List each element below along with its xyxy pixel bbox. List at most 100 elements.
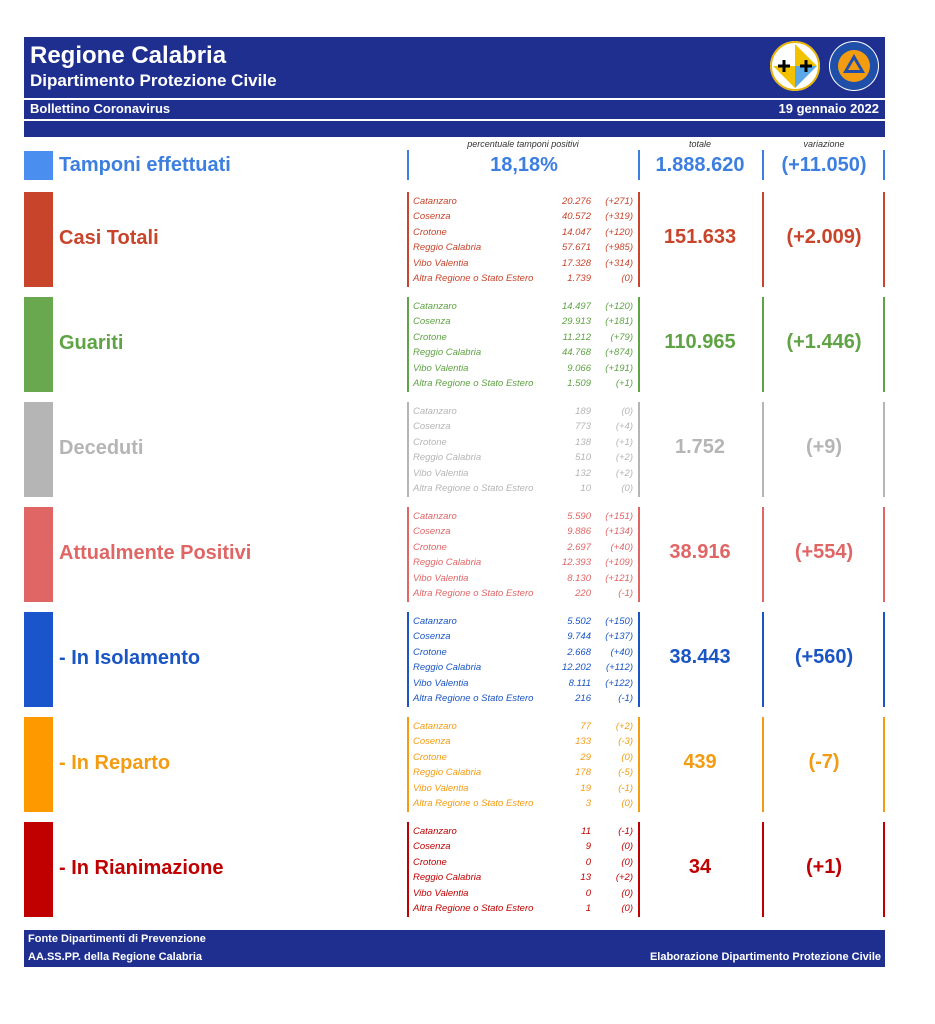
- province-value: 2.668: [567, 646, 591, 658]
- province-value: 189: [575, 406, 591, 417]
- column-separator: [762, 402, 764, 497]
- province-name: Crotone: [413, 856, 447, 868]
- province-value: 14.497: [561, 301, 591, 312]
- province-value: 8.130: [567, 572, 591, 584]
- province-row: Altra Regione o Stato Estero 216 (-1): [413, 691, 637, 706]
- region-title: Regione Calabria: [30, 42, 227, 69]
- total-column-header: totale: [688, 139, 712, 149]
- category-guariti: Guariti Catanzaro 14.497 (+120) Cosenza …: [24, 297, 885, 392]
- province-name: Crotone: [413, 751, 447, 763]
- province-change: (-5): [618, 767, 633, 779]
- province-name: Crotone: [413, 436, 447, 448]
- province-value: 3: [585, 797, 591, 809]
- province-change: (+121): [605, 572, 633, 584]
- category-total: 38.443: [669, 646, 731, 668]
- category-total: 38.916: [669, 541, 731, 563]
- province-value: 44.768: [561, 347, 591, 359]
- province-name: Crotone: [413, 646, 447, 658]
- tamponi-separator: [407, 150, 409, 180]
- province-value: 14.047: [561, 226, 591, 238]
- category-total: 34: [688, 856, 712, 878]
- category-label: - In Reparto: [59, 752, 171, 774]
- calabria-crest-logo: [770, 41, 820, 91]
- province-breakdown: Catanzaro 5.590 (+151) Cosenza 9.886 (+1…: [413, 509, 637, 601]
- column-separator: [883, 297, 885, 392]
- province-name: Reggio Calabria: [413, 452, 482, 464]
- category-total: 1.752: [674, 436, 726, 458]
- province-change: (+137): [605, 631, 633, 643]
- tamponi-color-square: [24, 151, 53, 180]
- tamponi-separator: [762, 150, 764, 180]
- province-row: Reggio Calabria 12.202 (+112): [413, 660, 637, 675]
- category-casi-totali: Casi Totali Catanzaro 20.276 (+271) Cose…: [24, 192, 885, 287]
- category-color-bar: [24, 297, 53, 392]
- column-separator: [883, 192, 885, 287]
- province-change: (-3): [618, 736, 633, 748]
- province-change: (0): [621, 797, 633, 809]
- column-separator: [883, 822, 885, 917]
- category-deceduti: Deceduti Catanzaro 189 (0) Cosenza 773 (…: [24, 402, 885, 497]
- category-change: (+560): [794, 646, 854, 668]
- province-value: 138: [575, 436, 591, 448]
- province-name: Cosenza: [413, 526, 451, 538]
- column-separator: [407, 507, 409, 602]
- province-value: 0: [585, 887, 591, 899]
- column-separator: [407, 612, 409, 707]
- column-separator: [407, 402, 409, 497]
- province-name: Cosenza: [413, 211, 451, 223]
- province-value: 10: [580, 482, 591, 494]
- province-change: (-1): [618, 782, 633, 794]
- category-change: (-7): [808, 751, 840, 773]
- province-row: Cosenza 29.913 (+181): [413, 314, 637, 329]
- province-row: Altra Regione o Stato Estero 10 (0): [413, 481, 637, 496]
- province-value: 29: [580, 751, 591, 763]
- column-separator: [407, 717, 409, 812]
- province-name: Cosenza: [413, 316, 451, 328]
- province-change: (+150): [605, 616, 633, 627]
- province-name: Catanzaro: [413, 721, 457, 732]
- province-name: Altra Regione o Stato Estero: [413, 692, 534, 704]
- province-name: Catanzaro: [413, 301, 457, 312]
- province-value: 5.590: [567, 511, 591, 522]
- province-row: Altra Regione o Stato Estero 220 (-1): [413, 586, 637, 601]
- province-breakdown: Catanzaro 77 (+2) Cosenza 133 (-3) Croto…: [413, 719, 637, 811]
- province-name: Cosenza: [413, 736, 451, 748]
- column-separator: [638, 507, 640, 602]
- category-color-bar: [24, 612, 53, 707]
- column-separator: [638, 822, 640, 917]
- province-value: 19: [580, 782, 591, 794]
- province-name: Crotone: [413, 226, 447, 238]
- province-row: Vibo Valentia 8.111 (+122): [413, 676, 637, 691]
- header-divider: [24, 98, 885, 100]
- province-row: Crotone 14.047 (+120): [413, 225, 637, 240]
- column-separator: [638, 717, 640, 812]
- province-value: 9.886: [567, 526, 591, 538]
- category-label: Deceduti: [59, 437, 144, 459]
- province-change: (+1): [615, 436, 633, 448]
- province-change: (+40): [610, 646, 633, 658]
- province-change: (+4): [615, 421, 633, 433]
- column-separator: [638, 192, 640, 287]
- province-breakdown: Catanzaro 14.497 (+120) Cosenza 29.913 (…: [413, 299, 637, 391]
- province-value: 1: [585, 902, 591, 914]
- province-value: 132: [575, 467, 591, 479]
- tamponi-label: Tamponi effettuati: [59, 154, 231, 176]
- column-separator: [407, 192, 409, 287]
- province-change: (+191): [605, 362, 633, 374]
- province-name: Reggio Calabria: [413, 347, 482, 359]
- category-in-reparto: - In Reparto Catanzaro 77 (+2) Cosenza 1…: [24, 717, 885, 812]
- province-name: Reggio Calabria: [413, 872, 482, 884]
- province-value: 216: [575, 692, 591, 704]
- province-change: (+134): [605, 526, 633, 538]
- province-value: 0: [585, 856, 591, 868]
- province-row: Vibo Valentia 0 (0): [413, 886, 637, 901]
- province-row: Cosenza 133 (-3): [413, 734, 637, 749]
- province-row: Reggio Calabria 44.768 (+874): [413, 345, 637, 360]
- elaboration-credit: Elaborazione Dipartimento Protezione Civ…: [649, 951, 881, 963]
- category-change: (+554): [794, 541, 854, 563]
- province-row: Catanzaro 189 (0): [413, 404, 637, 419]
- column-separator: [762, 507, 764, 602]
- province-row: Reggio Calabria 510 (+2): [413, 450, 637, 465]
- province-value: 12.393: [561, 557, 591, 569]
- province-value: 773: [575, 421, 591, 433]
